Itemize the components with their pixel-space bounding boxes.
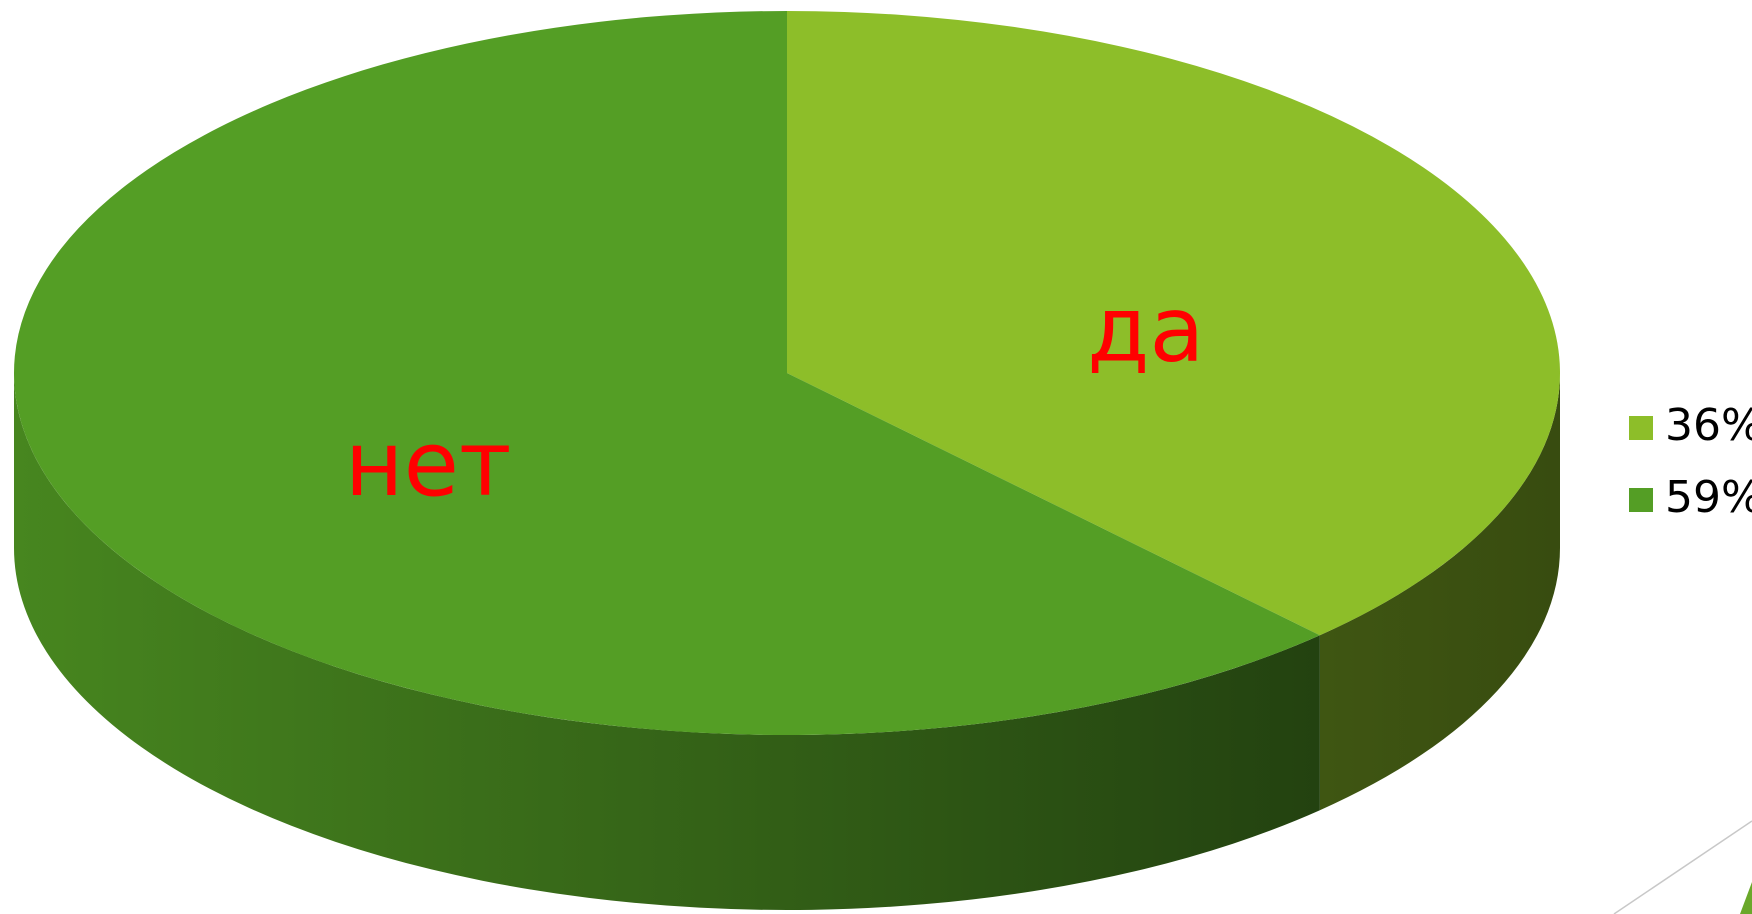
slice-side	[14, 373, 1320, 910]
slice-label: да	[1087, 278, 1204, 383]
slice	[787, 11, 1561, 636]
legend-text: 59%	[1665, 472, 1752, 523]
decor-line	[1613, 820, 1752, 914]
decor-shape	[1740, 882, 1752, 914]
slice-label: нет	[345, 412, 512, 517]
slice-side	[1319, 373, 1560, 811]
legend-swatch	[1629, 488, 1653, 512]
legend-swatch	[1629, 416, 1653, 440]
legend-text: 36%	[1665, 400, 1752, 451]
slice	[14, 11, 1320, 735]
